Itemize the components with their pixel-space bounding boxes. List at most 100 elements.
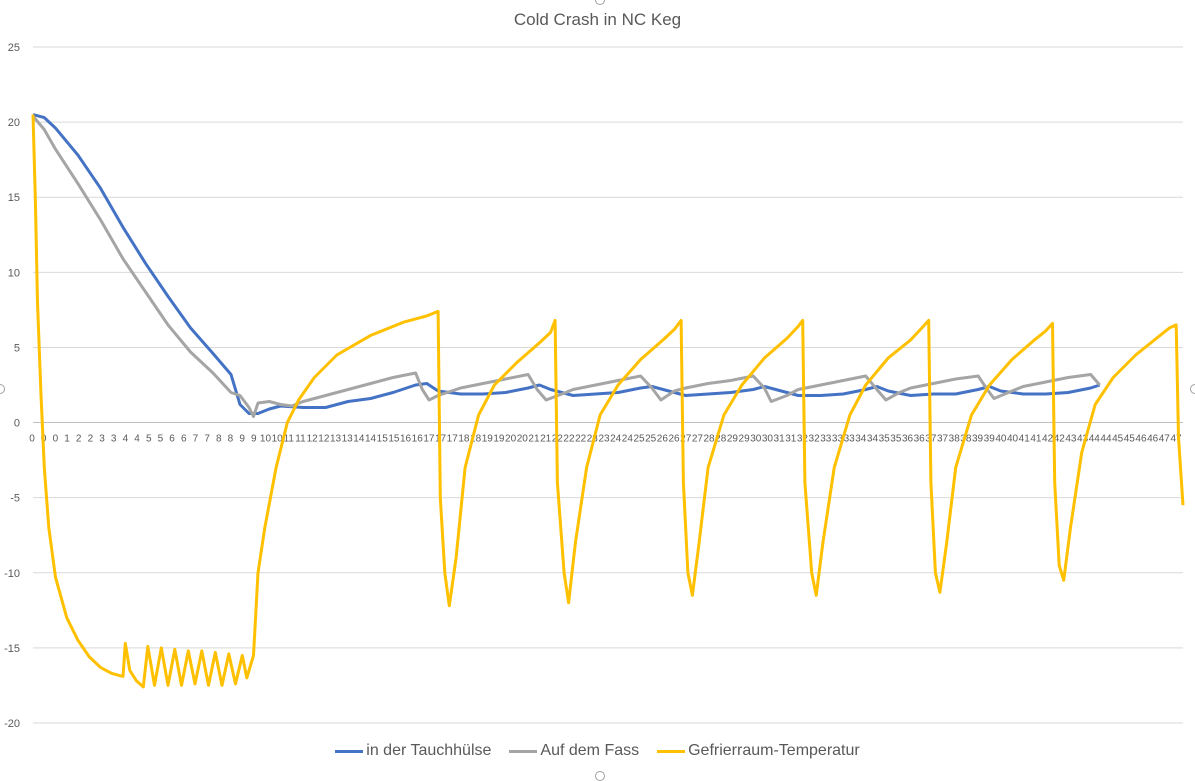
x-tick-label: 10 [260, 434, 272, 445]
x-tick-label: 33 [844, 434, 856, 445]
y-axis-ticks: 25 20 15 10 5 0 -5 -10 -15 -20 [4, 42, 20, 730]
series-line-1 [32, 113, 1101, 415]
x-tick-label: 43 [1065, 434, 1077, 445]
x-tick-label: 36 [914, 434, 926, 445]
x-tick-label: 2 [88, 434, 94, 445]
x-tick-label: 36 [902, 434, 914, 445]
y-tick-label: 10 [8, 267, 20, 279]
series-lines [31, 113, 1185, 689]
x-tick-label: 21 [540, 434, 552, 445]
y-tick-label: -10 [4, 568, 20, 580]
x-tick-label: 26 [668, 434, 680, 445]
x-tick-label: 42 [1054, 434, 1066, 445]
x-tick-label: 19 [493, 434, 505, 445]
legend-item-1: in der Tauchhülse [335, 742, 491, 760]
x-tick-label: 35 [890, 434, 902, 445]
x-tick-label: 41 [1030, 434, 1042, 445]
x-tick-label: 14 [365, 434, 377, 445]
x-tick-label: 22 [563, 434, 575, 445]
legend-item-2: Auf dem Fass [509, 742, 639, 760]
x-tick-label: 17 [423, 434, 435, 445]
x-tick-label: 20 [505, 434, 517, 445]
x-tick-label: 0 [53, 434, 59, 445]
x-tick-label: 1 [64, 434, 70, 445]
x-tick-label: 6 [181, 434, 187, 445]
x-tick-label: 32 [797, 434, 809, 445]
x-tick-label: 9 [251, 434, 257, 445]
x-tick-label: 5 [158, 434, 164, 445]
x-tick-label: 3 [111, 434, 117, 445]
x-tick-label: 31 [774, 434, 786, 445]
frame-handle-bottom[interactable] [595, 771, 605, 781]
series-line-3 [31, 114, 1185, 689]
x-tick-label: 35 [879, 434, 891, 445]
x-tick-label: 16 [412, 434, 424, 445]
x-tick-label: 33 [820, 434, 832, 445]
x-tick-label: 33 [832, 434, 844, 445]
x-axis-ticks: 0 0 0 1 2 2 3 3 4 4 5 5 6 6 7 7 8 8 9 9 10 10 11 11 12 12 13 13 14 14… [29, 434, 1182, 445]
x-tick-label: 47 [1159, 434, 1171, 445]
frame-handle-right[interactable] [1190, 384, 1195, 394]
y-tick-label: -15 [4, 643, 20, 655]
gridlines [33, 46, 1183, 724]
x-tick-label: 40 [995, 434, 1007, 445]
x-tick-label: 7 [204, 434, 210, 445]
x-tick-label: 17 [447, 434, 459, 445]
x-tick-label: 46 [1147, 434, 1159, 445]
x-tick-label: 2 [76, 434, 82, 445]
x-tick-label: 45 [1112, 434, 1124, 445]
x-tick-label: 47 [1170, 434, 1182, 445]
x-tick-label: 4 [123, 434, 129, 445]
y-tick-label: -5 [10, 493, 20, 505]
x-tick-label: 15 [388, 434, 400, 445]
x-tick-label: 18 [470, 434, 482, 445]
x-tick-label: 42 [1042, 434, 1054, 445]
x-tick-label: 6 [169, 434, 175, 445]
x-tick-label: 40 [1007, 434, 1019, 445]
x-tick-label: 30 [750, 434, 762, 445]
x-tick-label: 25 [645, 434, 657, 445]
x-tick-label: 34 [855, 434, 867, 445]
x-tick-label: 3 [99, 434, 105, 445]
y-tick-label: 20 [8, 117, 20, 129]
legend-swatch [335, 749, 364, 753]
y-tick-label: 0 [14, 418, 20, 430]
x-tick-label: 45 [1124, 434, 1136, 445]
x-tick-label: 11 [295, 434, 306, 445]
y-tick-label: 5 [14, 342, 20, 354]
legend-swatch [509, 749, 538, 753]
x-tick-label: 23 [598, 434, 610, 445]
x-tick-label: 13 [330, 434, 342, 445]
x-tick-label: 43 [1077, 434, 1089, 445]
x-tick-label: 8 [216, 434, 222, 445]
x-tick-label: 21 [528, 434, 540, 445]
x-tick-label: 31 [785, 434, 797, 445]
x-tick-label: 34 [867, 434, 879, 445]
legend-label: Gefrierraum-Temperatur [688, 742, 860, 759]
x-tick-label: 27 [680, 434, 692, 445]
y-tick-label: 15 [8, 192, 20, 204]
x-tick-label: 27 [692, 434, 704, 445]
x-tick-label: 30 [762, 434, 774, 445]
x-tick-label: 44 [1100, 434, 1112, 445]
legend-swatch [657, 749, 686, 753]
x-tick-label: 13 [342, 434, 354, 445]
y-tick-label: 25 [8, 42, 20, 54]
x-tick-label: 5 [146, 434, 152, 445]
legend-item-3: Gefrierraum-Temperatur [657, 742, 860, 760]
x-tick-label: 16 [400, 434, 412, 445]
x-tick-label: 25 [633, 434, 645, 445]
x-tick-label: 38 [960, 434, 972, 445]
x-tick-label: 29 [727, 434, 739, 445]
x-tick-label: 39 [984, 434, 996, 445]
x-tick-label: 24 [622, 434, 634, 445]
x-tick-label: 38 [949, 434, 961, 445]
x-tick-label: 9 [239, 434, 245, 445]
x-tick-label: 18 [458, 434, 470, 445]
x-tick-label: 12 [307, 434, 319, 445]
x-tick-label: 28 [703, 434, 715, 445]
x-tick-label: 46 [1135, 434, 1147, 445]
x-tick-label: 37 [937, 434, 949, 445]
